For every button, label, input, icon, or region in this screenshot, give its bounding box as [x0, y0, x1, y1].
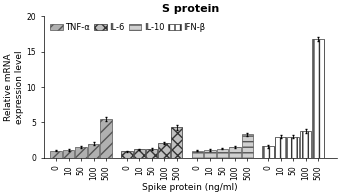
Bar	[171, 127, 182, 158]
Bar	[312, 39, 324, 158]
Title: S protein: S protein	[162, 4, 219, 14]
Bar	[100, 119, 112, 158]
Bar	[63, 150, 74, 158]
Bar	[75, 147, 87, 158]
Bar	[229, 147, 241, 158]
Bar	[217, 149, 228, 158]
Bar	[88, 144, 99, 158]
Bar	[134, 149, 145, 158]
Bar	[121, 152, 133, 158]
Bar	[146, 149, 158, 158]
Legend: TNF-α, IL-6, IL-10, IFN-β: TNF-α, IL-6, IL-10, IFN-β	[48, 21, 208, 34]
Bar	[204, 150, 216, 158]
Bar	[159, 143, 170, 158]
Bar	[300, 131, 311, 158]
Bar	[275, 137, 286, 158]
Bar	[50, 151, 62, 158]
Bar	[242, 134, 253, 158]
Y-axis label: Relative mRNA
expression level: Relative mRNA expression level	[4, 50, 24, 124]
Bar	[287, 137, 299, 158]
X-axis label: Spike protein (ng/ml): Spike protein (ng/ml)	[143, 183, 238, 192]
Bar	[192, 151, 203, 158]
Bar	[263, 146, 274, 158]
